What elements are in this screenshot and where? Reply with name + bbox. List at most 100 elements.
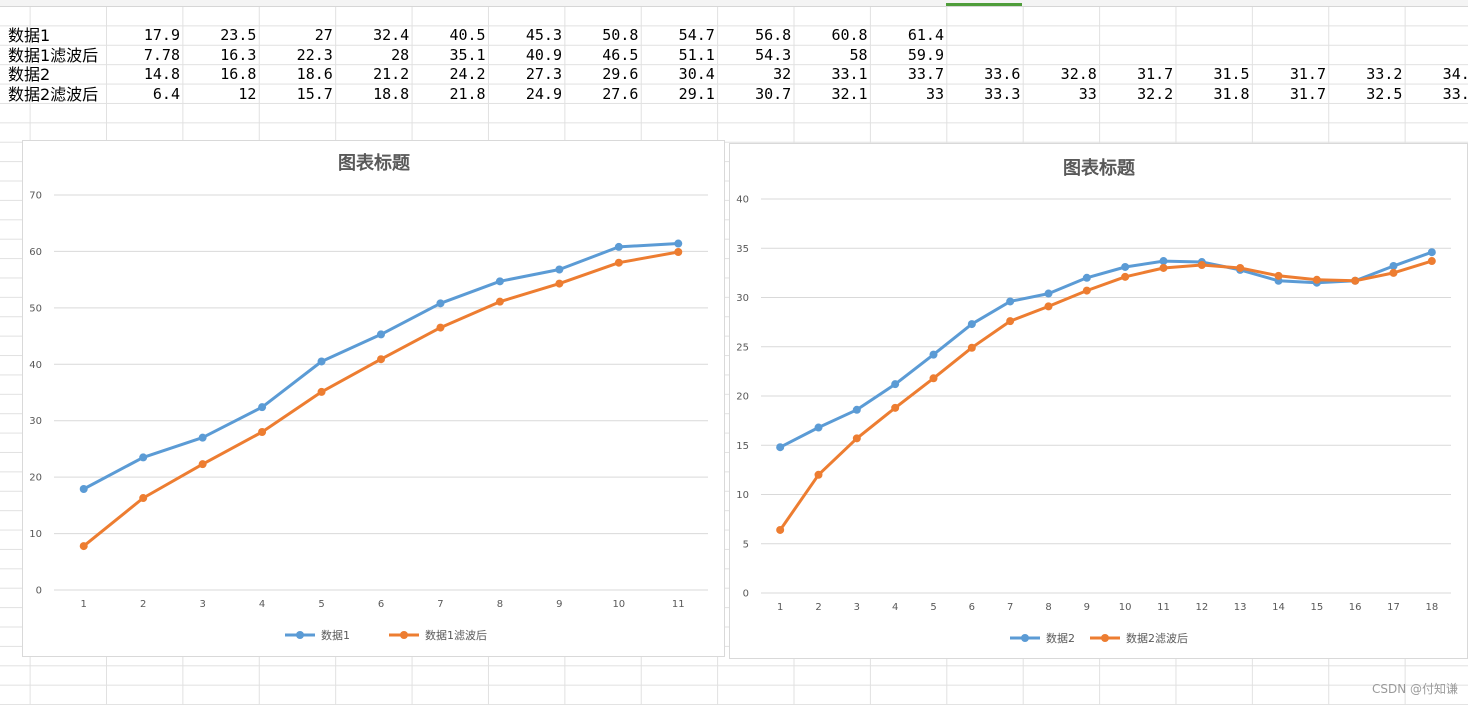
table-cell[interactable]: 61.4 xyxy=(907,26,944,44)
data-point xyxy=(1006,317,1015,326)
table-cell[interactable]: 18.6 xyxy=(296,65,333,83)
table-cell[interactable]: 45.3 xyxy=(525,26,562,44)
data-point xyxy=(198,433,207,442)
series-line-1 xyxy=(82,242,680,491)
y-tick-label: 10 xyxy=(29,529,42,540)
table-cell[interactable]: 33 xyxy=(1078,85,1097,103)
data-point xyxy=(1197,260,1206,269)
chart-1[interactable]: 图表标题 0 10 20 30 40 50 60 70 1 2 3 4 5 6 7 8 9 10 11 数据1 数据1滤波… xyxy=(22,140,725,657)
y-tick-label: 5 xyxy=(743,539,749,550)
table-cell[interactable]: 33.7 xyxy=(907,65,944,83)
data-point xyxy=(614,258,623,267)
table-cell[interactable]: 33.7 xyxy=(1442,85,1468,103)
row-label[interactable]: 数据1 xyxy=(8,26,51,45)
table-cell[interactable]: 15.7 xyxy=(296,85,333,103)
table-cell[interactable]: 16.3 xyxy=(220,46,257,64)
table-cell[interactable]: 33.2 xyxy=(1366,65,1403,83)
table-cell[interactable]: 32.1 xyxy=(831,85,868,103)
table-cell[interactable]: 46.5 xyxy=(602,46,639,64)
table-cell[interactable]: 59.9 xyxy=(907,46,944,64)
data-point xyxy=(317,387,326,396)
table-cell[interactable]: 31.5 xyxy=(1213,65,1250,83)
data-point xyxy=(317,357,326,366)
x-tick-label: 17 xyxy=(1387,602,1400,613)
table-cell[interactable]: 31.8 xyxy=(1213,85,1250,103)
table-cell[interactable]: 24.9 xyxy=(525,85,562,103)
table-cell[interactable]: 29.1 xyxy=(678,85,715,103)
table-cell[interactable]: 17.9 xyxy=(143,26,180,44)
table-cell[interactable]: 33.3 xyxy=(984,85,1021,103)
data-point xyxy=(377,330,385,339)
table-cell[interactable]: 40.9 xyxy=(525,46,562,64)
table-cell[interactable]: 6.4 xyxy=(152,85,180,103)
table-cell[interactable]: 22.3 xyxy=(296,46,333,64)
row-label[interactable]: 数据2 xyxy=(8,65,51,84)
table-cell[interactable]: 31.7 xyxy=(1137,65,1174,83)
legend-label: 数据1 xyxy=(321,628,350,642)
table-cell[interactable]: 60.8 xyxy=(831,26,868,44)
x-tick-label: 6 xyxy=(969,602,975,613)
table-cell[interactable]: 27 xyxy=(314,26,333,44)
table-cell[interactable]: 31.7 xyxy=(1289,65,1326,83)
column-header-strip[interactable] xyxy=(0,0,1468,7)
table-cell[interactable]: 27.3 xyxy=(525,65,562,83)
table-cell[interactable]: 34.6 xyxy=(1442,65,1468,83)
data-point xyxy=(555,279,564,288)
table-cell[interactable]: 31.7 xyxy=(1289,85,1326,103)
x-tick-label: 9 xyxy=(556,599,562,610)
x-tick-label: 10 xyxy=(612,599,625,610)
data-point xyxy=(967,343,976,352)
table-cell[interactable]: 29.6 xyxy=(602,65,639,83)
table-cell[interactable]: 21.8 xyxy=(449,85,486,103)
table-cell[interactable]: 54.3 xyxy=(755,46,792,64)
x-tick-label: 12 xyxy=(1195,602,1208,613)
table-cell[interactable]: 40.5 xyxy=(449,26,486,44)
table-cell[interactable]: 32.8 xyxy=(1060,65,1097,83)
table-cell[interactable]: 56.8 xyxy=(755,26,792,44)
chart-2[interactable]: 图表标题 0 5 10 15 20 25 30 35 40 1 2 3 4 5 6 7 8 9 10 11 12 13 14 1… xyxy=(729,143,1468,659)
x-tick-label: 3 xyxy=(854,602,860,613)
row-label[interactable]: 数据2滤波后 xyxy=(8,85,99,104)
legend-marker xyxy=(1101,634,1109,642)
y-tick-label: 20 xyxy=(29,473,42,484)
y-tick-label: 35 xyxy=(736,244,749,255)
table-cell[interactable]: 7.78 xyxy=(143,46,180,64)
table-cell[interactable]: 16.8 xyxy=(220,65,257,83)
data-point xyxy=(258,428,267,436)
data-point xyxy=(198,460,207,469)
table-cell[interactable]: 50.8 xyxy=(602,26,639,44)
x-tick-label: 8 xyxy=(1045,602,1051,613)
y-tick-label: 40 xyxy=(29,360,42,371)
data-point xyxy=(495,277,504,286)
x-tick-label: 7 xyxy=(437,599,443,610)
table-cell[interactable]: 33.6 xyxy=(984,65,1021,83)
table-cell[interactable]: 58 xyxy=(849,46,868,64)
row-label[interactable]: 数据1滤波后 xyxy=(8,46,99,65)
table-cell[interactable]: 35.1 xyxy=(449,46,486,64)
table-cell[interactable]: 30.7 xyxy=(755,85,792,103)
table-cell[interactable]: 51.1 xyxy=(678,46,715,64)
table-cell[interactable]: 33.1 xyxy=(831,65,868,83)
table-cell[interactable]: 30.4 xyxy=(678,65,715,83)
table-cell[interactable]: 54.7 xyxy=(678,26,715,44)
table-cell[interactable]: 32.5 xyxy=(1366,85,1403,103)
table-cell[interactable]: 32.4 xyxy=(373,26,410,44)
table-cell[interactable]: 18.8 xyxy=(373,85,410,103)
table-cell[interactable]: 14.8 xyxy=(143,65,180,83)
table-cell[interactable]: 32.2 xyxy=(1137,85,1174,103)
data-point xyxy=(776,443,785,452)
table-cell[interactable]: 28 xyxy=(391,46,410,64)
table-cell[interactable]: 21.2 xyxy=(373,65,410,83)
table-cell[interactable]: 33 xyxy=(925,85,944,103)
table-cell[interactable]: 12 xyxy=(238,85,257,103)
table-cell[interactable]: 27.6 xyxy=(602,85,639,103)
data-point xyxy=(1082,286,1091,295)
data-point xyxy=(1044,302,1053,311)
data-point xyxy=(1121,262,1130,271)
data-point xyxy=(1159,257,1168,266)
table-cell[interactable]: 24.2 xyxy=(449,65,486,83)
series-line-2 xyxy=(82,250,680,548)
table-cell[interactable]: 32 xyxy=(773,65,792,83)
table-cell[interactable]: 23.5 xyxy=(220,26,257,44)
